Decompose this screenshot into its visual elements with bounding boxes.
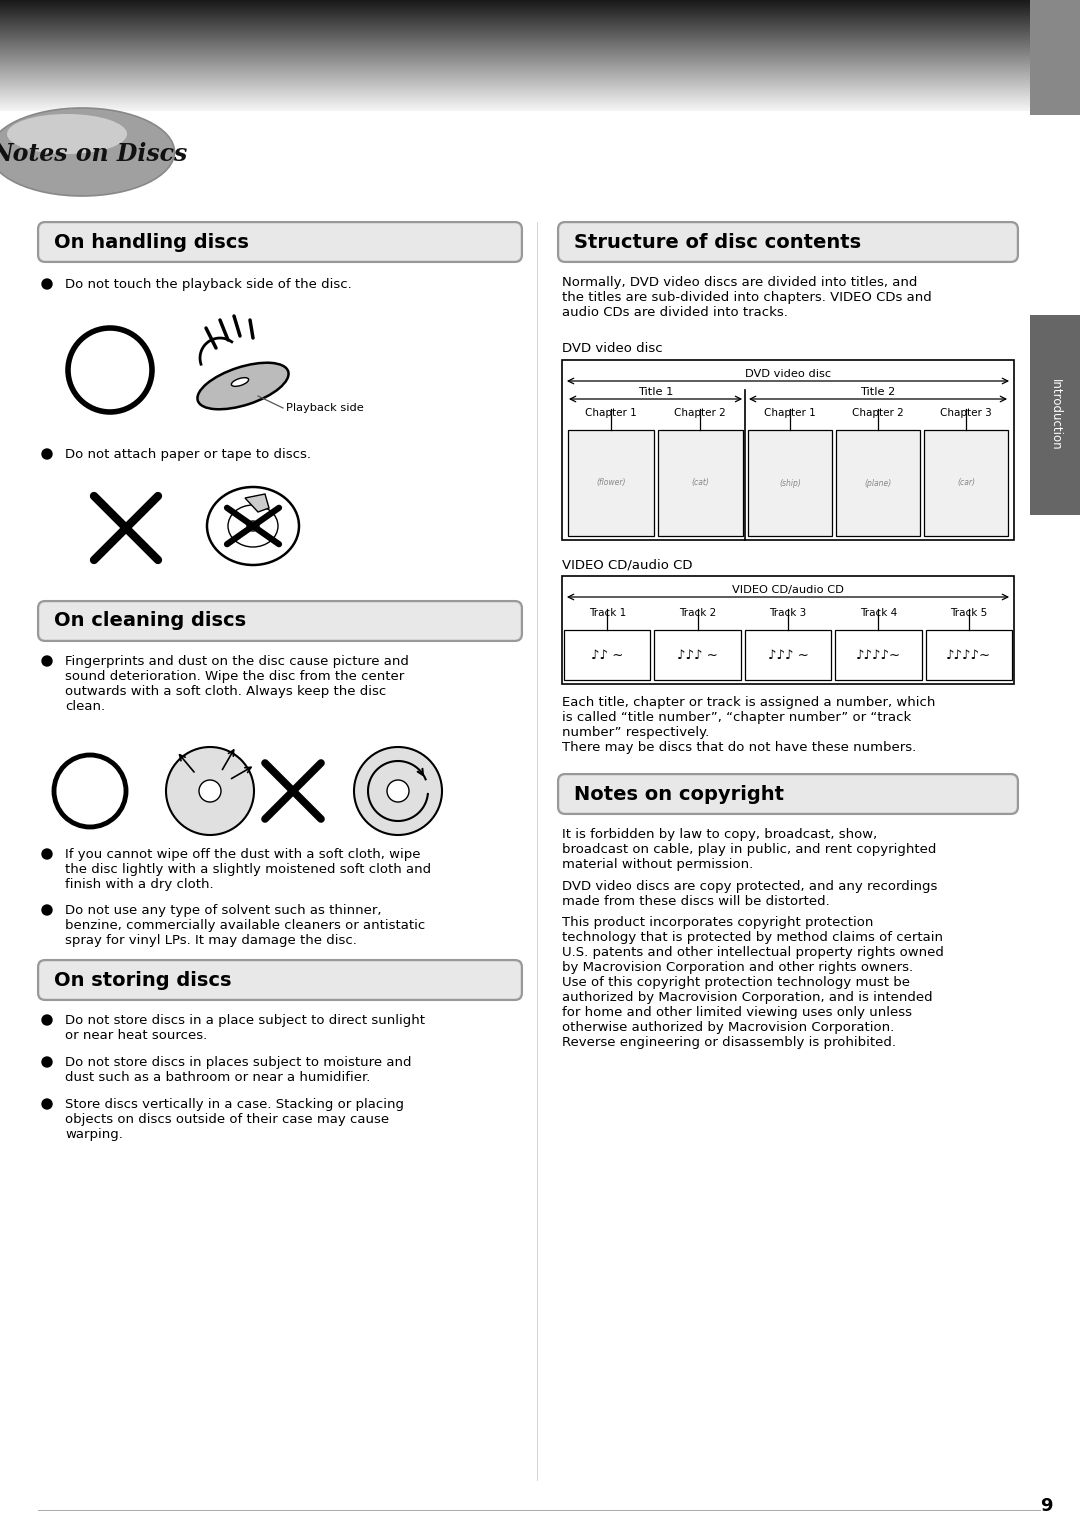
Circle shape: [42, 1015, 52, 1025]
FancyBboxPatch shape: [558, 221, 1018, 262]
Text: Track 4: Track 4: [860, 607, 897, 618]
Text: DVD video discs are copy protected, and any recordings
made from these discs wil: DVD video discs are copy protected, and …: [562, 881, 937, 908]
Text: 9: 9: [1040, 1497, 1053, 1515]
Bar: [654, 630, 741, 681]
Text: Each title, chapter or track is assigned a number, which
is called “title number: Each title, chapter or track is assigned…: [562, 696, 935, 754]
Text: Chapter 2: Chapter 2: [674, 407, 726, 418]
Text: Do not store discs in a place subject to direct sunlight
or near heat sources.: Do not store discs in a place subject to…: [65, 1013, 426, 1042]
Text: Introduction: Introduction: [1049, 378, 1062, 450]
Bar: [748, 430, 832, 536]
Text: VIDEO CD/audio CD: VIDEO CD/audio CD: [732, 584, 843, 595]
FancyBboxPatch shape: [40, 961, 521, 998]
FancyBboxPatch shape: [559, 775, 1016, 812]
Text: ♪♪♪ ∼: ♪♪♪ ∼: [677, 649, 718, 661]
Text: DVD video disc: DVD video disc: [745, 369, 832, 378]
Text: On cleaning discs: On cleaning discs: [54, 612, 246, 630]
Text: On handling discs: On handling discs: [54, 232, 248, 252]
Text: Do not store discs in places subject to moisture and
dust such as a bathroom or : Do not store discs in places subject to …: [65, 1056, 411, 1083]
Text: Title 2: Title 2: [861, 388, 895, 397]
Text: (ship): (ship): [779, 479, 801, 487]
Circle shape: [42, 449, 52, 459]
Text: ♪♪ ∼: ♪♪ ∼: [591, 649, 623, 661]
Ellipse shape: [6, 114, 127, 154]
Text: Fingerprints and dust on the disc cause picture and
sound deterioration. Wipe th: Fingerprints and dust on the disc cause …: [65, 655, 409, 713]
Circle shape: [42, 656, 52, 665]
Polygon shape: [245, 494, 269, 513]
Ellipse shape: [0, 108, 175, 195]
Bar: [1030, 0, 1080, 114]
Bar: [1030, 314, 1080, 514]
FancyBboxPatch shape: [40, 223, 521, 261]
Bar: [745, 630, 832, 681]
Bar: [924, 430, 1008, 536]
Circle shape: [166, 748, 254, 835]
Circle shape: [354, 748, 442, 835]
Text: ♪♪♪♪∼: ♪♪♪♪∼: [946, 649, 991, 661]
FancyBboxPatch shape: [38, 601, 522, 641]
FancyBboxPatch shape: [559, 223, 1016, 261]
Bar: [562, 360, 1014, 540]
Text: Notes on Discs: Notes on Discs: [0, 142, 188, 166]
Text: DVD video disc: DVD video disc: [562, 342, 663, 356]
Text: Structure of disc contents: Structure of disc contents: [573, 232, 861, 252]
Text: Chapter 1: Chapter 1: [765, 407, 815, 418]
Circle shape: [42, 279, 52, 288]
Text: Store discs vertically in a case. Stacking or placing
objects on discs outside o: Store discs vertically in a case. Stacki…: [65, 1099, 404, 1141]
Ellipse shape: [207, 487, 299, 565]
FancyBboxPatch shape: [38, 960, 522, 1000]
Ellipse shape: [247, 520, 259, 531]
Circle shape: [387, 780, 409, 803]
Text: Title 1: Title 1: [638, 388, 673, 397]
Text: (cat): (cat): [691, 479, 710, 487]
Text: Notes on copyright: Notes on copyright: [573, 784, 784, 804]
FancyBboxPatch shape: [558, 774, 1018, 813]
Ellipse shape: [231, 377, 248, 386]
Bar: [836, 430, 920, 536]
Circle shape: [199, 780, 221, 803]
Text: (flower): (flower): [596, 479, 625, 487]
Circle shape: [42, 905, 52, 916]
Text: It is forbidden by law to copy, broadcast, show,
broadcast on cable, play in pub: It is forbidden by law to copy, broadcas…: [562, 829, 936, 871]
Text: Chapter 1: Chapter 1: [585, 407, 636, 418]
Text: VIDEO CD/audio CD: VIDEO CD/audio CD: [562, 559, 692, 571]
Bar: [658, 430, 743, 536]
Text: (plane): (plane): [864, 479, 892, 487]
Text: (car): (car): [957, 479, 975, 487]
Ellipse shape: [228, 505, 278, 546]
FancyBboxPatch shape: [40, 603, 521, 639]
Text: Do not use any type of solvent such as thinner,
benzine, commercially available : Do not use any type of solvent such as t…: [65, 903, 426, 948]
Bar: [564, 630, 650, 681]
Text: Playback side: Playback side: [286, 403, 364, 414]
Text: Track 5: Track 5: [950, 607, 987, 618]
Text: Chapter 3: Chapter 3: [940, 407, 991, 418]
Text: This product incorporates copyright protection
technology that is protected by m: This product incorporates copyright prot…: [562, 916, 944, 1048]
Bar: [835, 630, 921, 681]
Text: If you cannot wipe off the dust with a soft cloth, wipe
the disc lightly with a : If you cannot wipe off the dust with a s…: [65, 848, 431, 891]
Circle shape: [42, 848, 52, 859]
Text: Normally, DVD video discs are divided into titles, and
the titles are sub-divide: Normally, DVD video discs are divided in…: [562, 276, 932, 319]
Text: ♪♪♪ ∼: ♪♪♪ ∼: [768, 649, 809, 661]
Text: Do not attach paper or tape to discs.: Do not attach paper or tape to discs.: [65, 449, 311, 461]
Text: On storing discs: On storing discs: [54, 971, 231, 989]
Ellipse shape: [198, 363, 288, 409]
Text: ♪♪♪♪∼: ♪♪♪♪∼: [855, 649, 901, 661]
Text: Track 2: Track 2: [679, 607, 716, 618]
Circle shape: [42, 1058, 52, 1067]
Text: Chapter 2: Chapter 2: [852, 407, 904, 418]
Bar: [562, 575, 1014, 684]
FancyBboxPatch shape: [38, 221, 522, 262]
Text: Do not touch the playback side of the disc.: Do not touch the playback side of the di…: [65, 278, 352, 291]
Text: Track 1: Track 1: [589, 607, 625, 618]
Text: Track 3: Track 3: [769, 607, 807, 618]
Bar: [926, 630, 1012, 681]
Circle shape: [42, 1099, 52, 1109]
Bar: [568, 430, 653, 536]
